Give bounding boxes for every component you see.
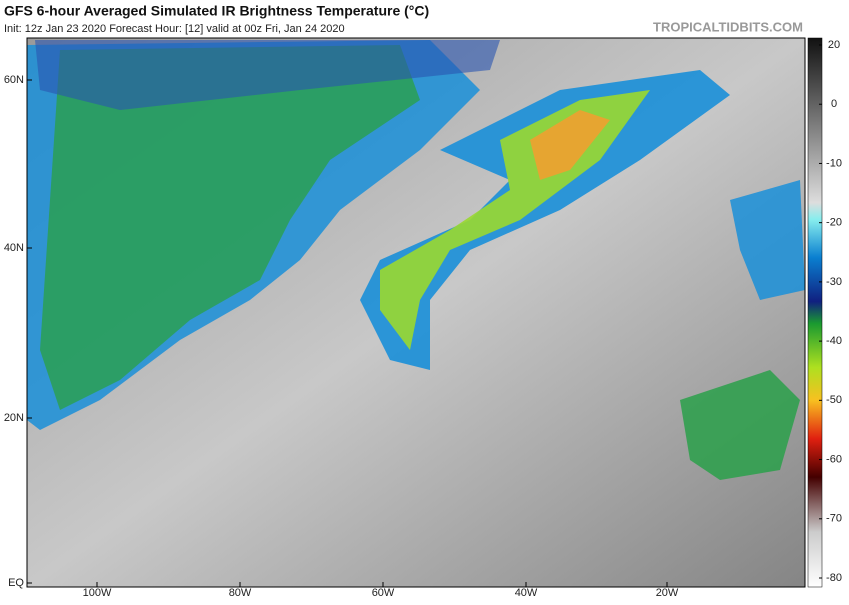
colorbar-tick-label: 20 (828, 39, 840, 51)
credit: TROPICALTIDBITS.COM (653, 19, 803, 34)
map (26, 37, 806, 588)
cloud-band (35, 40, 500, 110)
colorbar-tick-label: -20 (826, 217, 842, 229)
colorbar-tick-label: -70 (826, 513, 842, 525)
subtitle: Init: 12z Jan 23 2020 Forecast Hour: [12… (4, 23, 345, 35)
title: GFS 6-hour Averaged Simulated IR Brightn… (4, 3, 429, 19)
cloud-band (380, 90, 650, 350)
cloud-band (360, 70, 730, 370)
colorbar-tick-label: -80 (826, 572, 842, 584)
colorbar-tick-label: 0 (831, 98, 837, 110)
lat-label: EQ (8, 577, 24, 589)
lat-label: 40N (4, 242, 24, 254)
colorbar (807, 37, 823, 588)
colorbar-tick-label: -60 (826, 453, 842, 465)
lat-label: 60N (4, 74, 24, 86)
cloud-band (40, 45, 420, 410)
colorbar-tick-label: -40 (826, 335, 842, 347)
cloud-band (730, 180, 805, 300)
cloud-band (680, 370, 800, 480)
lon-label: 100W (83, 587, 112, 599)
lon-label: 20W (656, 587, 679, 599)
colorbar-tick-label: -50 (826, 394, 842, 406)
lon-label: 40W (515, 587, 538, 599)
colorbar-tick-label: -30 (826, 276, 842, 288)
colorbar-tick-label: -10 (826, 157, 842, 169)
lon-label: 60W (372, 587, 395, 599)
cloud-core (530, 110, 610, 180)
lat-label: 20N (4, 412, 24, 424)
map-frame (26, 37, 806, 588)
lon-label: 80W (229, 587, 252, 599)
